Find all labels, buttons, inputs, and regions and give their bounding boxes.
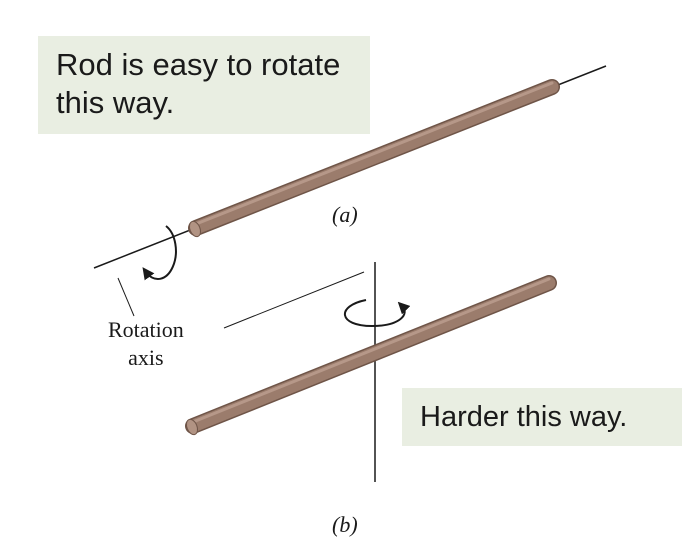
- rotation-arrow-a: [146, 226, 176, 279]
- callout-easy-rotation: Rod is easy to rotate this way.: [38, 36, 370, 134]
- panel-b-label: (b): [332, 512, 358, 538]
- panel-b: [184, 262, 549, 482]
- panel-a-label: (a): [332, 202, 358, 228]
- rotation-axis-label-line-1: Rotation: [108, 316, 184, 344]
- rotation-axis-label: Rotation axis: [108, 316, 184, 372]
- rotation-axis-label-line-2: axis: [108, 344, 184, 372]
- callout-hard-rotation: Harder this way.: [402, 388, 682, 446]
- callout-easy-line-1: Rod is easy to rotate: [56, 46, 370, 84]
- callout-hard-text: Harder this way.: [420, 401, 627, 433]
- callout-easy-line-2: this way.: [56, 84, 370, 122]
